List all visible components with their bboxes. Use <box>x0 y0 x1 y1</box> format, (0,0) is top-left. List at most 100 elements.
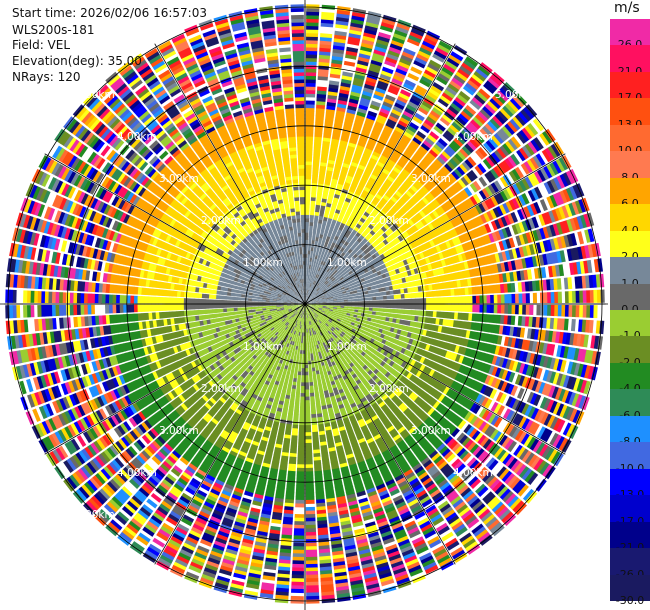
velocity-gate <box>318 179 325 185</box>
velocity-gate <box>309 342 312 347</box>
velocity-gate <box>428 247 435 255</box>
velocity-gate <box>301 378 305 383</box>
velocity-gate <box>451 237 459 246</box>
velocity-gate <box>398 208 406 216</box>
velocity-gate <box>305 128 314 134</box>
velocity-gate <box>379 73 392 81</box>
velocity-gate <box>374 205 382 213</box>
velocity-gate <box>307 298 311 302</box>
velocity-gate <box>396 143 406 152</box>
velocity-gate <box>427 134 437 143</box>
velocity-gate <box>500 294 505 304</box>
velocity-gate <box>445 86 458 96</box>
velocity-gate <box>305 57 317 62</box>
velocity-gate <box>520 162 531 175</box>
velocity-gate <box>437 97 449 108</box>
velocity-gate <box>351 158 360 165</box>
velocity-gate <box>325 108 335 114</box>
velocity-gate <box>350 184 357 190</box>
velocity-gate <box>538 214 546 226</box>
velocity-gate <box>410 66 423 75</box>
velocity-gate <box>305 161 312 166</box>
velocity-gate <box>310 275 313 280</box>
velocity-gate <box>502 202 511 214</box>
velocity-gate <box>307 289 309 294</box>
velocity-gate <box>328 286 334 290</box>
velocity-gate <box>308 301 313 304</box>
velocity-gate <box>416 201 425 210</box>
velocity-gate <box>432 238 439 246</box>
velocity-gate <box>377 190 385 198</box>
velocity-gate <box>313 147 321 152</box>
velocity-gate <box>328 274 333 279</box>
velocity-gate <box>395 67 408 76</box>
velocity-gate <box>319 256 323 261</box>
velocity-gate <box>364 279 370 284</box>
velocity-gate <box>361 214 368 221</box>
velocity-gate <box>400 137 410 146</box>
velocity-gate <box>396 200 404 208</box>
velocity-gate <box>323 130 332 135</box>
velocity-gate <box>516 149 526 162</box>
velocity-gate <box>354 117 364 125</box>
velocity-gate <box>391 239 398 246</box>
velocity-gate <box>349 291 355 295</box>
velocity-gate <box>452 183 461 193</box>
velocity-gate <box>305 521 316 526</box>
velocity-gate <box>354 304 359 307</box>
velocity-gate <box>549 224 557 237</box>
velocity-gate <box>521 127 533 140</box>
velocity-gate <box>461 243 468 252</box>
velocity-gate <box>302 353 305 358</box>
velocity-gate <box>421 196 430 205</box>
velocity-gate <box>305 143 313 148</box>
velocity-gate <box>307 346 310 351</box>
velocity-gate <box>309 374 313 380</box>
velocity-gate <box>529 157 540 170</box>
velocity-gate <box>428 149 439 158</box>
velocity-gate <box>305 243 308 248</box>
velocity-gate <box>355 147 364 155</box>
velocity-gate <box>363 287 369 292</box>
velocity-gate <box>315 277 319 282</box>
velocity-gate <box>464 221 472 231</box>
velocity-gate <box>450 51 464 62</box>
velocity-gate <box>305 203 310 208</box>
velocity-gate <box>383 97 395 106</box>
velocity-gate <box>469 76 482 88</box>
velocity-gate <box>558 156 569 171</box>
velocity-gate <box>353 217 360 224</box>
velocity-gate <box>372 300 377 304</box>
velocity-gate <box>508 237 516 248</box>
velocity-gate <box>557 291 563 303</box>
velocity-gate <box>308 335 311 340</box>
velocity-gate <box>446 199 455 209</box>
velocity-gate <box>402 223 409 231</box>
velocity-gate <box>306 14 319 20</box>
velocity-gate <box>340 300 345 302</box>
velocity-gate <box>313 143 322 148</box>
velocity-gate <box>386 53 399 61</box>
velocity-gate <box>321 151 329 157</box>
velocity-gate <box>320 33 333 39</box>
velocity-gate <box>326 272 330 277</box>
velocity-gate <box>319 292 324 296</box>
velocity-gate <box>413 168 422 177</box>
velocity-gate <box>305 535 317 540</box>
velocity-gate <box>473 217 481 227</box>
velocity-gate <box>306 43 318 48</box>
velocity-gate <box>477 226 485 236</box>
velocity-gate <box>318 271 322 276</box>
velocity-gate <box>515 293 520 304</box>
velocity-gate <box>305 221 309 226</box>
velocity-gate <box>429 163 439 173</box>
velocity-gate <box>478 247 485 257</box>
velocity-gate <box>427 203 435 212</box>
velocity-gate <box>355 276 361 281</box>
velocity-gate <box>378 110 389 119</box>
velocity-gate <box>456 215 464 225</box>
velocity-gate <box>464 251 471 260</box>
velocity-gate <box>319 285 323 289</box>
velocity-gate <box>326 282 331 286</box>
velocity-gate <box>412 182 421 191</box>
